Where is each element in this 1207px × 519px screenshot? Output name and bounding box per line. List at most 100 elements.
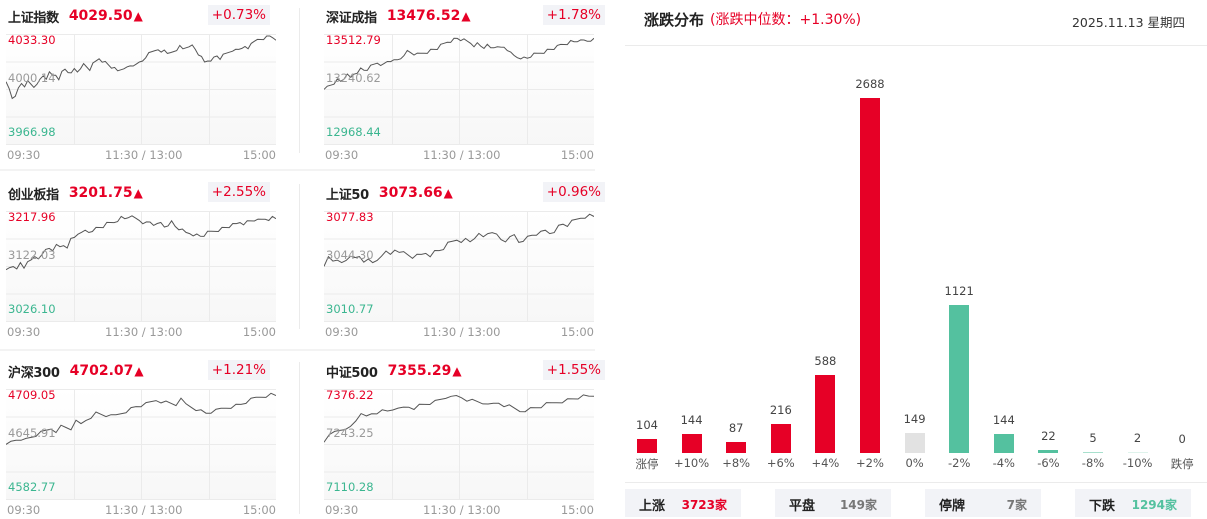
intraday-chart[interactable]: 3077.83 3044.30 3010.77: [324, 210, 594, 322]
index-card-shanghai-composite[interactable]: 上证指数 4029.50 ▲ +0.73% 4033.30 4000.14 39…: [0, 0, 300, 170]
intraday-chart[interactable]: 13512.79 13240.62 12968.44: [324, 33, 594, 145]
index-header: 上证指数 4029.50 ▲: [8, 5, 143, 27]
index-name[interactable]: 创业板指: [8, 187, 59, 203]
price-high-label: 4709.05: [8, 388, 56, 402]
stat-label: 平盘: [789, 499, 816, 514]
time-close: 15:00: [242, 325, 276, 339]
stat-label: 停牌: [939, 499, 966, 514]
time-close: 15:00: [560, 503, 594, 517]
stat-label: 上涨: [639, 499, 666, 514]
bar[interactable]: [815, 375, 836, 453]
bar-category-label: -8%: [1081, 456, 1105, 470]
median-change: (涨跌中位数：+1.30%): [710, 12, 862, 28]
stats-bar: 上涨 3723家 平盘 149家 停牌 7家 下跌 1294家: [625, 489, 1207, 517]
up-arrow-icon: ▲: [134, 364, 144, 378]
time-close: 15:00: [560, 325, 594, 339]
index-price: 4029.50: [68, 8, 133, 24]
bar-category-label: -10%: [1122, 456, 1153, 470]
time-midday: 11:30 / 13:00: [423, 503, 501, 517]
bar-category-label: -4%: [992, 456, 1015, 470]
index-price: 13476.52: [386, 8, 461, 24]
bar[interactable]: [681, 433, 702, 453]
bar[interactable]: [770, 424, 791, 453]
bar[interactable]: [726, 441, 747, 453]
stat-value: 7家: [1006, 498, 1027, 512]
up-arrow-icon: ▲: [133, 9, 143, 23]
bar-category-label: +10%: [673, 456, 710, 470]
time-close: 15:00: [560, 148, 594, 162]
stat-up: 上涨 3723家: [625, 489, 741, 517]
bar-value: 2688: [855, 77, 885, 91]
index-name[interactable]: 上证50: [326, 187, 369, 203]
intraday-line-svg: [6, 34, 276, 145]
intraday-chart[interactable]: 7376.22 7243.25 7110.28: [324, 388, 594, 500]
index-name[interactable]: 深证成指: [326, 10, 377, 26]
index-card-shenzhen-component[interactable]: 深证成指 13476.52 ▲ +1.78% 13512.79 13240.62…: [318, 0, 618, 170]
index-price: 7355.29: [387, 363, 452, 379]
bar[interactable]: [993, 433, 1014, 453]
price-low-label: 3026.10: [8, 302, 56, 316]
change-percent-badge: +1.21%: [207, 360, 270, 380]
bar-value: 216: [769, 403, 792, 418]
index-card-sse50[interactable]: 上证50 3073.66 ▲ +0.96% 3077.83 3044.30 30…: [318, 177, 618, 352]
bar-value: 588: [814, 354, 837, 369]
bar-category-label: +2%: [856, 456, 884, 470]
time-axis: 09:30 11:30 / 13:00 15:00: [324, 503, 594, 517]
bar[interactable]: [860, 98, 880, 453]
price-mid-label: 4000.14: [8, 71, 56, 85]
price-high-label: 7376.22: [326, 388, 374, 402]
change-percent-badge: +1.55%: [542, 360, 605, 380]
change-percent-badge: +2.55%: [207, 182, 270, 202]
bar[interactable]: [1127, 452, 1148, 453]
index-name[interactable]: 中证500: [326, 365, 378, 381]
bar[interactable]: [1038, 450, 1059, 453]
time-axis: 09:30 11:30 / 13:00 15:00: [6, 148, 276, 162]
time-axis: 09:30 11:30 / 13:00 15:00: [324, 148, 594, 162]
price-low-label: 4582.77: [8, 480, 56, 494]
index-name[interactable]: 沪深300: [8, 365, 60, 381]
index-card-chinext[interactable]: 创业板指 3201.75 ▲ +2.55% 3217.96 3122.03 30…: [0, 177, 300, 352]
price-mid-label: 4645.91: [8, 426, 56, 440]
intraday-line-svg: [6, 389, 276, 500]
rise-fall-distribution-panel: 涨跌分布 (涨跌中位数：+1.30%) 2025.11.13 星期四 104 涨…: [625, 0, 1207, 519]
intraday-chart[interactable]: 4033.30 4000.14 3966.98: [6, 33, 276, 145]
price-high-label: 3077.83: [326, 210, 374, 224]
index-card-csi300[interactable]: 沪深300 4702.07 ▲ +1.21% 4709.05 4645.91 4…: [0, 355, 300, 519]
price-high-label: 13512.79: [326, 33, 381, 47]
bar-value: 22: [1041, 429, 1056, 444]
stat-label: 下跌: [1089, 499, 1116, 514]
index-header: 深证成指 13476.52 ▲: [326, 5, 471, 27]
bar[interactable]: [949, 304, 970, 453]
intraday-chart[interactable]: 3217.96 3122.03 3026.10: [6, 210, 276, 322]
index-name[interactable]: 上证指数: [8, 10, 59, 26]
bar-category-label: -6%: [1037, 456, 1060, 470]
row-divider: [0, 349, 595, 351]
index-header: 中证500 7355.29 ▲: [326, 360, 462, 382]
index-header: 沪深300 4702.07 ▲: [8, 360, 144, 382]
stat-value: 1294家: [1131, 498, 1177, 512]
bar[interactable]: [904, 433, 925, 453]
up-arrow-icon: ▲: [133, 186, 143, 200]
bar[interactable]: [637, 439, 657, 453]
up-arrow-icon: ▲: [461, 9, 471, 23]
intraday-line-svg: [6, 211, 276, 322]
time-axis: 09:30 11:30 / 13:00 15:00: [6, 325, 276, 339]
index-price: 4702.07: [69, 363, 134, 379]
time-midday: 11:30 / 13:00: [105, 148, 183, 162]
time-midday: 11:30 / 13:00: [105, 503, 183, 517]
time-close: 15:00: [242, 503, 276, 517]
stat-down: 下跌 1294家: [1075, 489, 1191, 517]
bar-category-label: -2%: [947, 456, 971, 470]
index-card-csi500[interactable]: 中证500 7355.29 ▲ +1.55% 7376.22 7243.25 7…: [318, 355, 618, 519]
time-midday: 11:30 / 13:00: [423, 148, 501, 162]
bar-value: 0: [1178, 432, 1186, 446]
time-open: 09:30: [7, 503, 41, 517]
distribution-header: 涨跌分布 (涨跌中位数：+1.30%): [644, 8, 861, 30]
up-arrow-icon: ▲: [452, 364, 462, 378]
index-price: 3073.66: [378, 185, 443, 201]
bar[interactable]: [1083, 452, 1103, 453]
time-open: 09:30: [7, 148, 41, 162]
price-high-label: 3217.96: [8, 210, 56, 224]
intraday-chart[interactable]: 4709.05 4645.91 4582.77: [6, 388, 276, 500]
